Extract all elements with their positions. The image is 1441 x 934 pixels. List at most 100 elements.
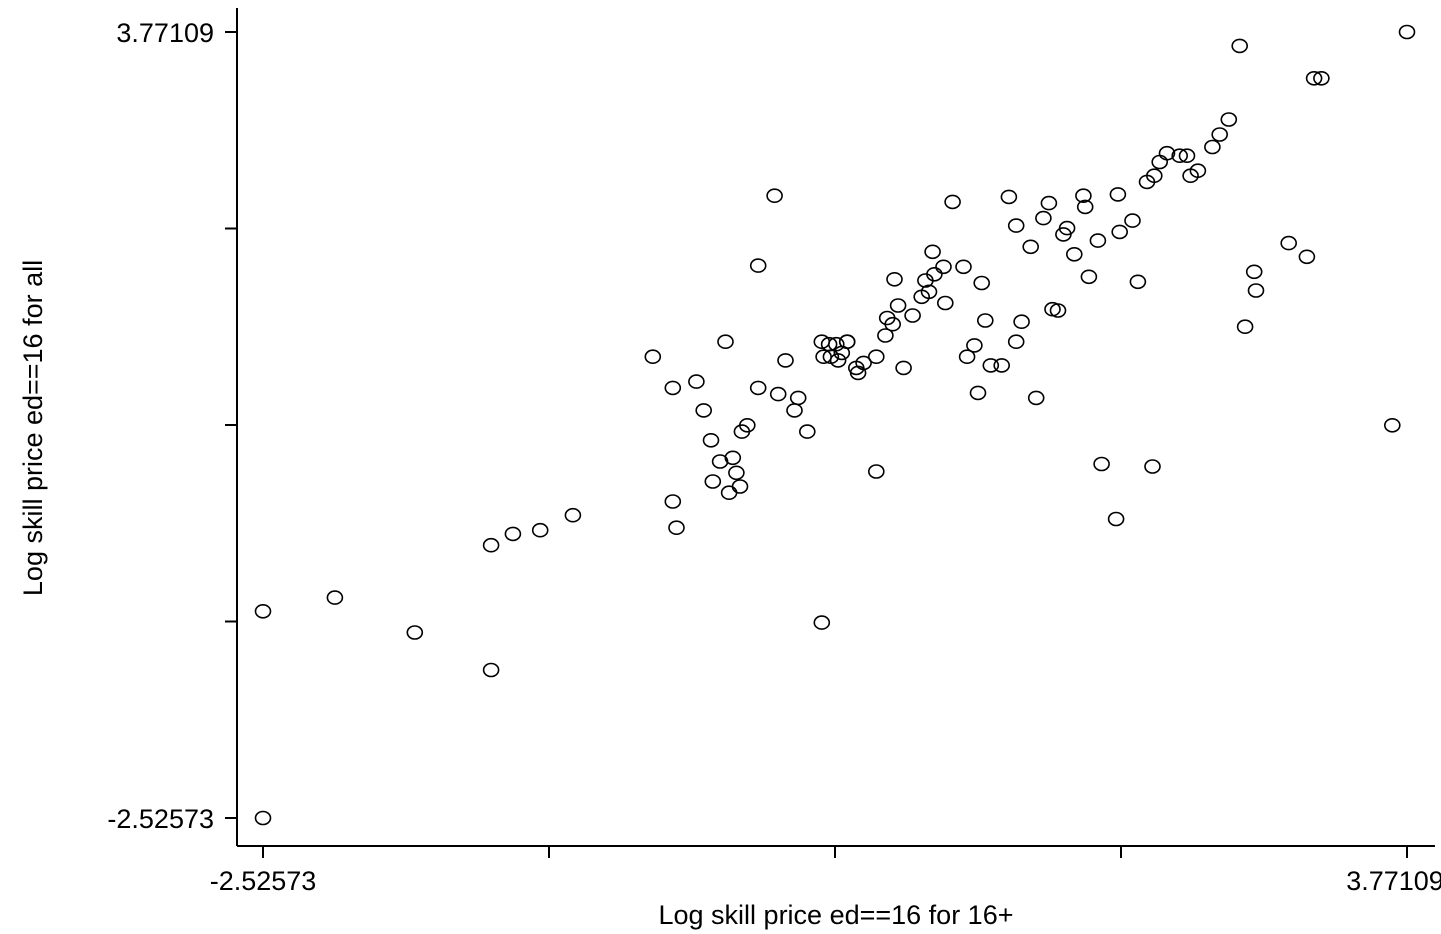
scatter-point xyxy=(482,537,500,553)
scatter-point xyxy=(1040,195,1058,211)
scatter-point xyxy=(884,316,902,332)
scatter-point xyxy=(738,417,756,433)
scatter-point xyxy=(1220,112,1238,127)
scatter-point xyxy=(1007,218,1025,233)
scatter-point xyxy=(749,380,767,396)
scatter-point xyxy=(1075,188,1092,203)
scatter-point xyxy=(1066,247,1083,262)
scatter-point xyxy=(815,349,832,365)
scatter-point xyxy=(1398,24,1416,40)
scatter-point xyxy=(1146,168,1163,183)
axes xyxy=(225,8,1435,858)
scatter-point xyxy=(976,313,994,328)
scatter-point xyxy=(920,284,938,300)
scatter-point xyxy=(904,308,921,323)
scatter-point xyxy=(720,485,738,501)
scatter-point xyxy=(889,298,907,313)
scatter-point xyxy=(924,244,941,260)
scatter-point xyxy=(504,526,522,542)
scatter-point xyxy=(668,520,685,536)
scatter-point xyxy=(895,360,912,376)
scatter-point xyxy=(326,590,344,605)
scatter-point xyxy=(798,424,816,439)
scatter-point xyxy=(254,810,272,826)
scatter-point xyxy=(1280,235,1297,251)
scatter-point xyxy=(1080,269,1098,285)
scatter-point xyxy=(1000,189,1018,205)
scatter-point xyxy=(1189,163,1207,178)
scatter-point xyxy=(564,507,582,523)
x-tick-label-max: 3.77109 xyxy=(1346,866,1441,896)
scatter-point xyxy=(1107,511,1125,527)
scatter-point xyxy=(531,522,549,538)
scatter-point xyxy=(1013,314,1030,330)
scatter-point xyxy=(1124,213,1141,228)
scatter-point xyxy=(1058,220,1076,236)
scatter-point xyxy=(886,271,903,287)
scatter-point xyxy=(254,603,272,619)
scatter-point xyxy=(1151,154,1168,170)
scatter-point xyxy=(1022,239,1039,255)
scatter-point xyxy=(993,358,1011,373)
scatter-point xyxy=(1247,283,1265,298)
scatter-point xyxy=(955,259,972,275)
scatter-point xyxy=(855,355,872,371)
scatter-point xyxy=(717,334,734,350)
scatter-point xyxy=(1384,417,1401,433)
scatter-point xyxy=(664,380,682,396)
scatter-point xyxy=(969,385,987,401)
y-tick-label-max: 3.77109 xyxy=(116,18,214,48)
scatter-point xyxy=(827,336,845,352)
scatter-point xyxy=(1109,187,1127,202)
scatter-point xyxy=(702,432,720,448)
scatter-point xyxy=(958,349,976,365)
scatter-point xyxy=(724,450,742,466)
scatter-point xyxy=(867,464,885,479)
scatter-point xyxy=(1245,264,1263,280)
scatter-point xyxy=(777,353,794,368)
scatter-point xyxy=(1298,249,1316,265)
scatter-point xyxy=(838,334,856,350)
scatter-point xyxy=(1027,390,1045,406)
scatter-point xyxy=(820,336,838,352)
scatter-point xyxy=(936,295,954,311)
scatter-point xyxy=(644,349,662,365)
y-axis-label: Log skill price ed==16 for all xyxy=(18,260,48,596)
scatter-point xyxy=(704,474,722,489)
scatter-point xyxy=(966,338,983,353)
scatter-point xyxy=(664,494,682,509)
scatter-point xyxy=(1158,145,1176,161)
scatter-point xyxy=(1178,148,1196,163)
scatter-point xyxy=(766,188,783,203)
scatter-point xyxy=(1035,210,1052,226)
y-axis-ticks xyxy=(225,31,237,819)
scatter-point xyxy=(695,403,713,418)
scatter-point xyxy=(728,465,745,481)
scatter-point xyxy=(1231,38,1248,54)
scatter-point xyxy=(1129,274,1147,290)
x-axis-ticks xyxy=(262,846,1408,858)
scatter-point xyxy=(749,258,767,273)
scatter-point xyxy=(867,349,885,365)
scatter-point xyxy=(1144,459,1161,474)
scatter-point xyxy=(1007,334,1025,350)
scatter-point xyxy=(769,386,787,402)
scatter-point xyxy=(1049,303,1067,318)
scatter-point xyxy=(1089,233,1107,248)
scatter-point xyxy=(973,275,991,291)
scatter-point xyxy=(1313,71,1330,86)
scatter-point xyxy=(406,625,424,640)
scatter-point xyxy=(1093,456,1110,472)
scatter-point xyxy=(789,390,807,406)
y-tick-label-min: -2.52573 xyxy=(107,804,214,834)
scatter-point xyxy=(1076,199,1094,215)
scatter-point xyxy=(944,194,961,210)
x-axis-label: Log skill price ed==16 for 16+ xyxy=(659,900,1014,930)
scatter-point xyxy=(1305,71,1323,86)
scatter-point xyxy=(935,259,952,275)
scatter-point xyxy=(1236,319,1254,335)
x-tick-label-min: -2.52573 xyxy=(210,866,317,896)
scatter-point xyxy=(1111,224,1128,240)
scatter-point xyxy=(731,479,749,494)
